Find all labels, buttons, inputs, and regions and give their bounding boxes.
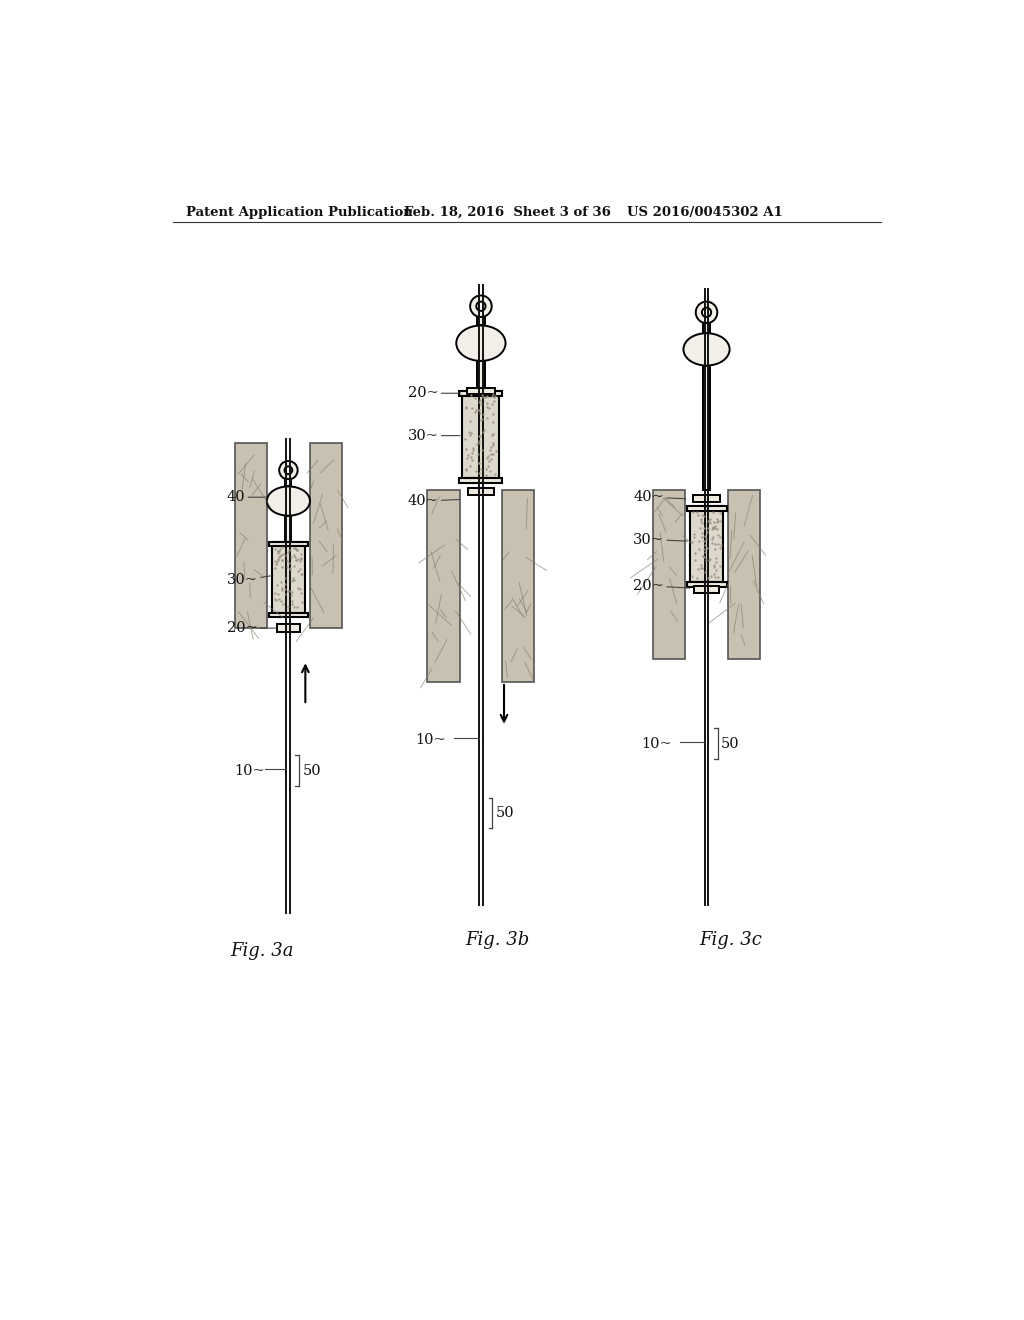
Circle shape — [695, 302, 717, 323]
Bar — [269, 612, 307, 618]
Bar — [693, 495, 720, 502]
Text: Fig. 3c: Fig. 3c — [698, 931, 762, 949]
Bar — [653, 490, 685, 659]
Bar — [686, 582, 727, 586]
Circle shape — [470, 296, 492, 317]
Circle shape — [285, 466, 292, 474]
Bar — [460, 478, 503, 483]
Ellipse shape — [267, 487, 310, 516]
Bar — [309, 444, 342, 628]
Text: 10~: 10~ — [416, 733, 446, 747]
Text: 20~: 20~ — [634, 578, 689, 593]
Bar — [286, 479, 292, 487]
Circle shape — [701, 308, 711, 317]
Text: Fig. 3a: Fig. 3a — [230, 942, 294, 961]
Text: 10~: 10~ — [234, 763, 265, 777]
Bar — [427, 490, 460, 682]
Text: 50: 50 — [302, 763, 321, 777]
Text: Patent Application Publication: Patent Application Publication — [186, 206, 413, 219]
Bar — [702, 323, 711, 333]
Bar — [269, 541, 307, 546]
Bar — [689, 507, 724, 582]
Bar — [694, 586, 719, 593]
Text: 20~: 20~ — [226, 622, 275, 635]
Bar — [477, 317, 484, 326]
Bar — [276, 624, 300, 632]
Text: 30~: 30~ — [226, 573, 271, 587]
Bar — [463, 391, 500, 478]
Bar — [468, 487, 494, 495]
Text: 50: 50 — [721, 737, 739, 751]
Text: Feb. 18, 2016  Sheet 3 of 36: Feb. 18, 2016 Sheet 3 of 36 — [403, 206, 610, 219]
Bar — [234, 444, 267, 628]
Bar — [467, 388, 495, 395]
Text: 40~: 40~ — [634, 490, 686, 504]
Circle shape — [280, 461, 298, 479]
Text: Fig. 3b: Fig. 3b — [466, 931, 529, 949]
Bar — [702, 366, 711, 490]
Bar — [686, 507, 727, 511]
Text: 30~: 30~ — [408, 429, 460, 442]
Text: 30~: 30~ — [634, 532, 687, 546]
Text: 50: 50 — [496, 807, 514, 820]
Text: 20~: 20~ — [408, 387, 461, 400]
Text: 40~: 40~ — [408, 494, 460, 508]
Circle shape — [476, 302, 485, 312]
Bar — [477, 360, 484, 391]
Text: 40: 40 — [226, 490, 267, 504]
Text: US 2016/0045302 A1: US 2016/0045302 A1 — [628, 206, 783, 219]
Bar — [286, 516, 292, 543]
Bar — [272, 541, 304, 612]
Text: 10~: 10~ — [641, 737, 672, 751]
Bar — [460, 391, 503, 396]
Ellipse shape — [457, 326, 506, 360]
Bar — [728, 490, 760, 659]
Bar — [502, 490, 535, 682]
Ellipse shape — [683, 333, 730, 366]
